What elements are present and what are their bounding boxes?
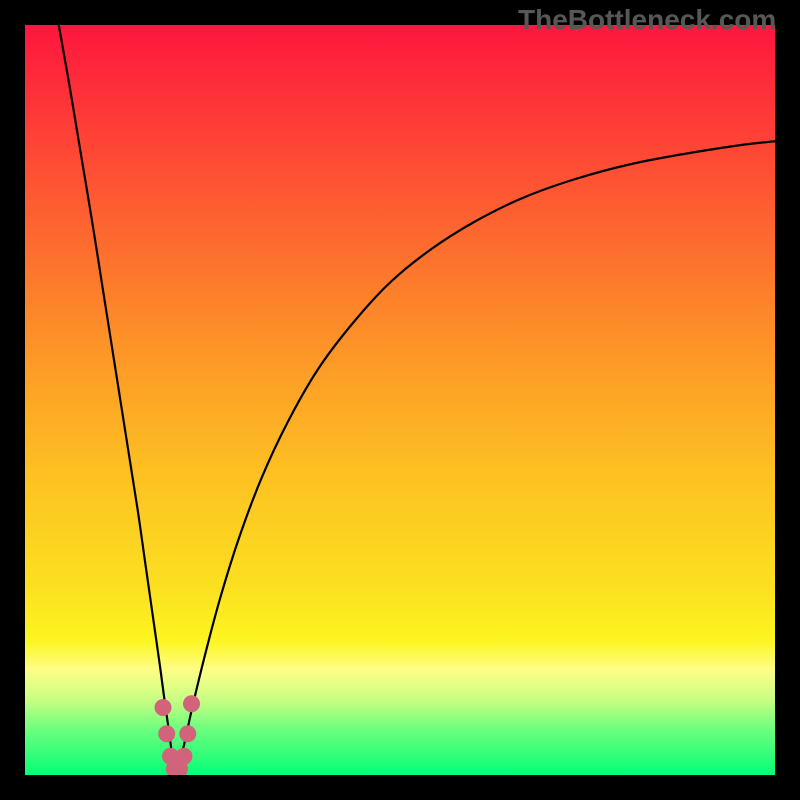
gradient-background xyxy=(25,25,775,775)
trough-marker-dot xyxy=(179,725,196,742)
trough-marker-dot xyxy=(155,699,172,716)
trough-marker-dot xyxy=(176,748,193,765)
trough-marker-dot xyxy=(158,725,175,742)
attribution-label: TheBottleneck.com xyxy=(518,4,776,36)
chart-stage: TheBottleneck.com xyxy=(0,0,800,800)
trough-marker-dot xyxy=(183,695,200,712)
bottleneck-curve-chart xyxy=(25,25,775,775)
